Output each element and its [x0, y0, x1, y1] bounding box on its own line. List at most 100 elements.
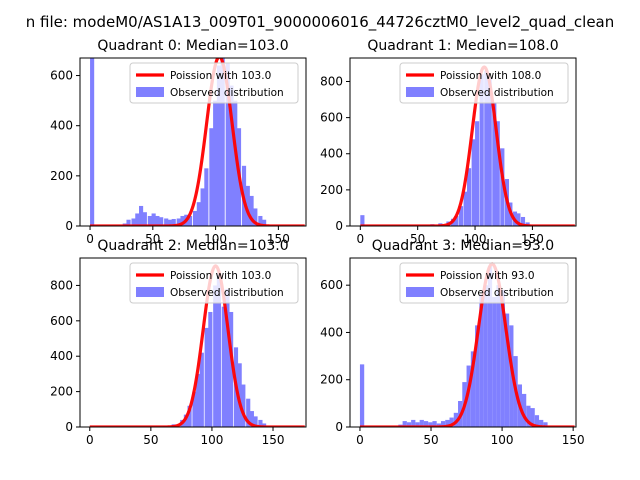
x-tick-label: 100: [200, 433, 223, 447]
legend: Poission with 103.0 Observed distribution: [129, 262, 299, 304]
histogram-bar: [253, 416, 258, 427]
legend-label-observed: Observed distribution: [170, 87, 284, 99]
y-tick-label: 800: [320, 74, 343, 88]
histogram-bar: [454, 216, 459, 226]
histogram-bar: [164, 218, 169, 226]
histogram-bar: [142, 212, 147, 226]
histogram-bar: [147, 215, 152, 226]
x-tick-label: 150: [262, 433, 285, 447]
histogram-bar: [483, 285, 488, 427]
histogram-bar: [445, 419, 450, 427]
histogram-bar: [470, 351, 476, 427]
histogram-bar: [131, 218, 136, 226]
histogram-bar: [458, 206, 464, 226]
histogram-bar: [262, 423, 267, 427]
histogram-bar: [475, 121, 480, 226]
y-tick-label: 400: [320, 147, 343, 161]
histogram-bar: [530, 408, 535, 427]
histogram-bar: [419, 419, 424, 427]
histogram-bar: [496, 285, 501, 427]
y-tick-label: 200: [320, 373, 343, 387]
chart-panel-1: Quadrant 1: Median=108.0 0 50 100 150 0 200 400…: [320, 38, 577, 246]
histogram-bar: [187, 215, 193, 226]
histogram-bar: [241, 384, 246, 427]
histogram-bar: [209, 128, 214, 226]
legend-patch-swatch: [136, 87, 164, 97]
chart-panel-2: Quadrant 2: Median=103.0 0 50 100 150 0 200 400…: [50, 238, 307, 447]
y-tick-label: 600: [50, 69, 73, 83]
histogram-bar: [213, 285, 218, 427]
histogram-bar: [487, 266, 493, 427]
histogram-bar: [204, 168, 209, 226]
legend: Poission with 93.0 Observed distribution: [399, 262, 569, 304]
histogram-bar: [220, 58, 225, 226]
legend-box: [399, 62, 569, 104]
histogram-bar: [229, 85, 234, 226]
axes-frame: [79, 257, 307, 428]
histogram-bar: [204, 327, 209, 427]
histogram-bar: [359, 364, 365, 427]
y-tick-label: 800: [50, 278, 73, 292]
x-tick-label: 50: [145, 232, 160, 246]
histogram-bar: [500, 289, 505, 427]
histogram-bar: [432, 421, 437, 427]
x-tick-label: 0: [86, 232, 94, 246]
legend-box: [129, 62, 299, 104]
histogram-bar: [406, 422, 412, 427]
x-tick-label: 100: [464, 232, 487, 246]
histogram-bar: [440, 421, 446, 427]
x-tick-label: 150: [267, 232, 290, 246]
histogram-bar: [487, 77, 492, 226]
legend-box: [129, 262, 299, 304]
histogram-bar: [192, 391, 197, 427]
histogram-bar: [521, 393, 527, 427]
histogram-bar: [509, 325, 514, 427]
histogram-bar: [196, 373, 201, 427]
histogram-bar: [402, 421, 407, 427]
histogram-bar: [360, 215, 365, 226]
histogram-bar: [449, 417, 454, 427]
legend: Poission with 108.0 Observed distribution: [399, 62, 569, 104]
legend-patch-swatch: [136, 287, 164, 297]
histogram-bar: [135, 213, 140, 226]
histogram-bar: [492, 297, 497, 427]
histogram-bar: [262, 219, 267, 226]
histogram-bar: [225, 63, 230, 226]
legend-label-observed: Observed distribution: [170, 287, 284, 299]
histogram-bar: [221, 306, 226, 427]
histogram-bar: [428, 422, 433, 427]
y-tick-label: 0: [65, 420, 73, 434]
histogram-bar: [539, 419, 544, 427]
y-tick-label: 200: [50, 385, 73, 399]
histogram-bar: [233, 100, 238, 226]
legend-label-poisson: Poission with 108.0: [440, 70, 541, 82]
chart-panel-0: Quadrant 0: Median=103.0 0 50 100 150 0 200 400…: [50, 38, 307, 246]
y-tick-label: 0: [335, 420, 343, 434]
axes-frame: [349, 257, 577, 428]
histogram-bar: [495, 121, 500, 226]
panel-title: Quadrant 0: Median=103.0: [97, 38, 288, 54]
histogram-bar: [180, 215, 185, 226]
axes-frame: [349, 57, 577, 227]
y-tick-label: 0: [65, 219, 73, 233]
histogram-bar: [258, 215, 263, 226]
legend-label-poisson: Poission with 103.0: [170, 270, 271, 282]
histogram-bar: [199, 352, 204, 427]
histogram-bar: [151, 213, 156, 226]
histogram-bar: [520, 216, 526, 226]
histogram-bar: [245, 185, 250, 226]
figure-suptitle: n file: modeM0/AS1A13_009T01_9000006016_…: [26, 13, 615, 32]
histogram-bar: [187, 405, 192, 427]
x-tick-label: 0: [357, 232, 365, 246]
histogram-bar: [534, 415, 540, 427]
y-tick-label: 400: [50, 349, 73, 363]
histogram-bar: [249, 195, 254, 226]
histogram-bar: [159, 217, 164, 226]
legend-box: [399, 262, 569, 304]
axes-frame: [79, 57, 307, 227]
histogram-bar: [249, 411, 254, 427]
histogram-bar: [492, 103, 497, 226]
chart-panel-3: Quadrant 3: Median=93.0 0 50 100 150 0 200 400 6…: [320, 238, 585, 447]
x-tick-label: 50: [410, 232, 425, 246]
y-tick-label: 600: [320, 278, 343, 292]
